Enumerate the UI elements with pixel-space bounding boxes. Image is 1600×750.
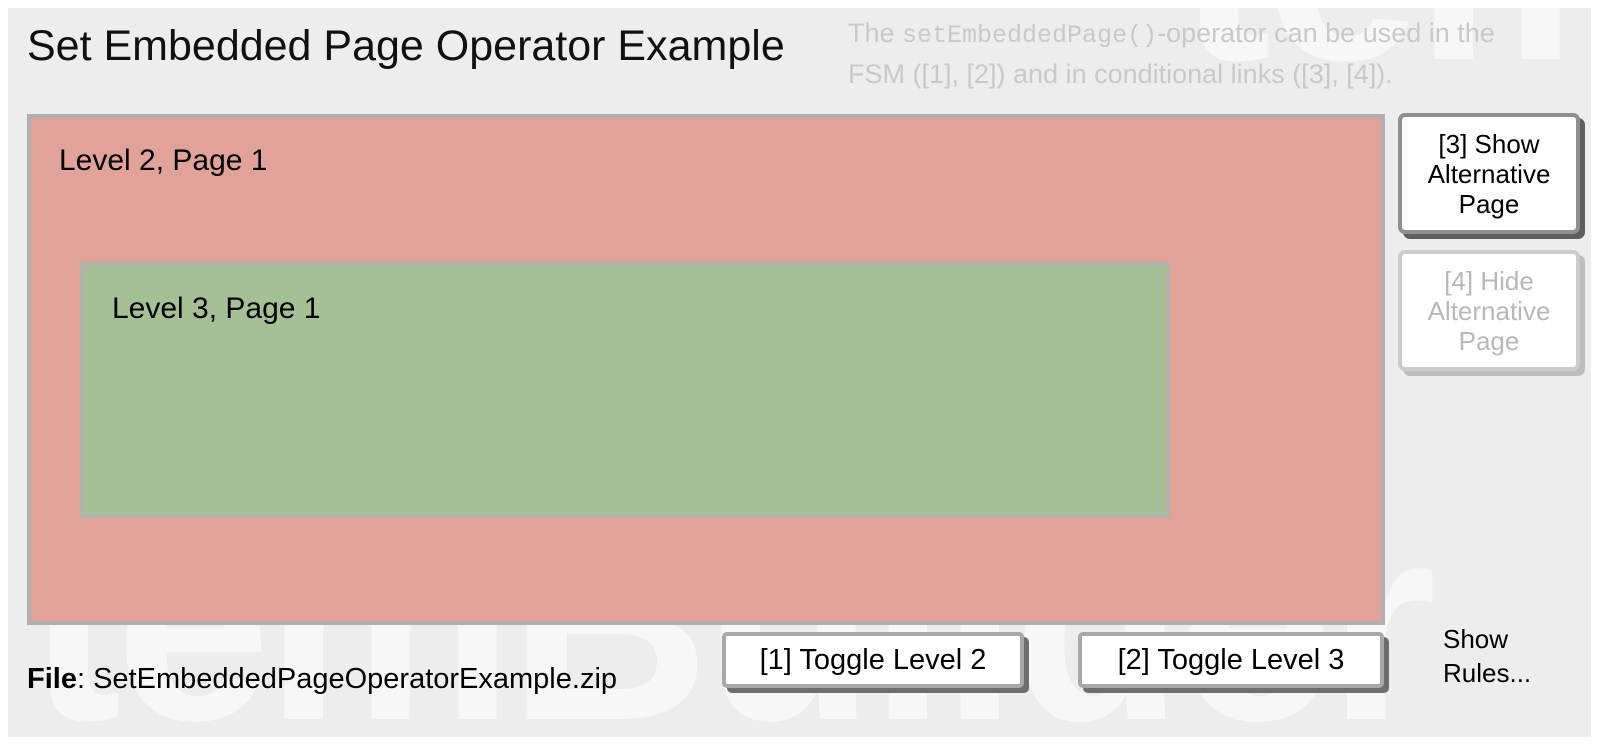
description-text-start: The [848,18,903,48]
toggle-level2-button[interactable]: [1] Toggle Level 2 [722,632,1024,688]
embedded-page-level3: Level 3, Page 1 [80,262,1170,518]
show-alternative-page-button[interactable]: [3] Show Alternative Page [1398,113,1580,234]
description-code: setEmbeddedPage() [902,21,1158,50]
hide-alternative-page-button[interactable]: [4] Hide Alternative Page [1398,250,1580,371]
description: The setEmbeddedPage()-operator can be us… [848,14,1554,93]
file-label: File [27,663,77,695]
page-background: temBuilder temBuilder Set Embedded Page … [8,8,1591,737]
description-text-end: -operator can be used in the FSM ([1], [… [848,18,1495,89]
toggle-level3-button[interactable]: [2] Toggle Level 3 [1078,632,1384,688]
file-info: File: SetEmbeddedPageOperatorExample.zip [27,663,617,696]
file-name: : SetEmbeddedPageOperatorExample.zip [76,663,618,695]
page-title: Set Embedded Page Operator Example [27,22,785,70]
level2-page-label: Level 2, Page 1 [59,144,268,177]
level3-page-label: Level 3, Page 1 [112,292,321,325]
embedded-page-level2: Level 2, Page 1 Level 3, Page 1 [27,114,1385,625]
show-rules-link[interactable]: Show Rules... [1443,624,1532,688]
